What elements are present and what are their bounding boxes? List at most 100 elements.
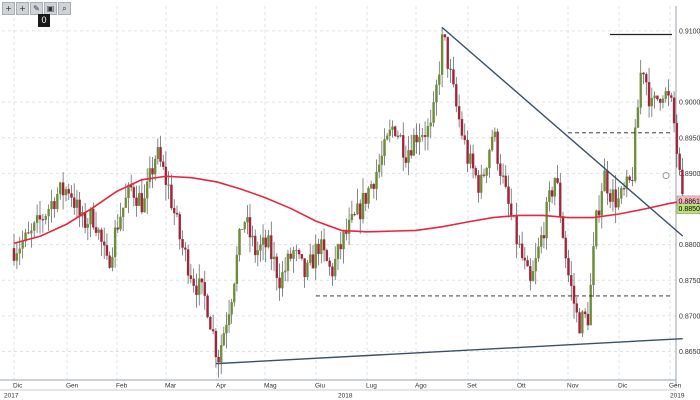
candle-body [217, 356, 220, 363]
candle [482, 168, 486, 178]
candle [667, 79, 670, 107]
candle [151, 156, 154, 189]
level-marker-icon [662, 172, 670, 179]
candle [435, 79, 438, 116]
candle-body [322, 239, 326, 251]
candle [404, 145, 408, 168]
candle [504, 165, 507, 189]
candle [421, 128, 424, 142]
candle [556, 165, 559, 185]
candle [100, 227, 103, 257]
candle [429, 109, 432, 139]
fit-icon[interactable]: ▣ [44, 2, 57, 15]
candle-body [225, 324, 228, 334]
candle-body [636, 107, 640, 128]
candle-body [12, 248, 16, 261]
candle [41, 214, 45, 233]
candle [256, 241, 260, 267]
candle-body [334, 258, 337, 277]
candle [493, 127, 497, 142]
candle [645, 72, 648, 96]
candle [322, 228, 326, 262]
crosshair-icon[interactable]: + [16, 2, 29, 15]
candle [564, 231, 567, 269]
candle-body [633, 127, 637, 181]
candle-body [246, 217, 249, 223]
candle-body [496, 131, 499, 164]
candle [225, 312, 228, 349]
candle-body [653, 95, 656, 99]
candle-body [272, 256, 276, 260]
candle-body [561, 216, 565, 238]
candle-body [359, 203, 362, 220]
candle [639, 60, 642, 115]
candle [603, 158, 606, 192]
candle-body [675, 122, 679, 154]
candle-body [206, 295, 209, 318]
candle-body [531, 270, 535, 281]
candle [175, 205, 179, 218]
candle [283, 257, 287, 282]
candle [542, 221, 546, 249]
candle [27, 221, 30, 235]
moving-average-line [13, 175, 683, 244]
candle-body [111, 256, 114, 268]
candle [186, 244, 190, 284]
candle-body [159, 147, 162, 162]
candle [452, 56, 455, 88]
candle-body [534, 258, 537, 272]
candle [67, 183, 70, 201]
candle-body [526, 260, 529, 267]
candle [592, 232, 595, 298]
candle [295, 244, 298, 262]
candle [359, 199, 362, 234]
candle [466, 130, 469, 173]
x-tick-label: Apr [216, 383, 227, 390]
candle-body [542, 235, 546, 239]
candle [121, 207, 125, 232]
candle [47, 204, 50, 231]
candle-body [480, 174, 483, 193]
candle-body [27, 232, 30, 234]
candle-body [50, 201, 53, 210]
candle-body [38, 215, 42, 220]
candle-body [380, 155, 384, 165]
candle-body [189, 275, 193, 279]
candle-body [47, 208, 50, 217]
candle [457, 94, 461, 128]
candle-body [620, 188, 623, 199]
candle [597, 195, 601, 223]
candle-body [559, 182, 562, 217]
candle [339, 231, 342, 260]
candle [595, 209, 598, 250]
candle-body [647, 82, 651, 107]
candle-body [518, 243, 521, 245]
x-tick-label: Gen [669, 383, 682, 390]
candle [50, 189, 53, 223]
candle-body [493, 131, 497, 138]
candle-body [56, 193, 59, 210]
candle-body [119, 216, 122, 230]
candle-body [178, 214, 181, 240]
candle-body [452, 69, 455, 85]
plus-icon[interactable]: + [2, 2, 15, 15]
candle-body [388, 129, 392, 136]
candle [561, 211, 565, 239]
candle-body [617, 198, 620, 208]
candle-body [440, 34, 444, 75]
candle [477, 169, 480, 203]
candle [393, 125, 397, 138]
zoom-icon[interactable]: ⌕ [58, 2, 71, 15]
candle-body [578, 312, 581, 334]
pencil-icon[interactable]: ✎ [30, 2, 43, 15]
candle [471, 144, 475, 179]
candle-body [656, 95, 659, 100]
candle [361, 178, 365, 224]
candle [377, 153, 381, 179]
candle-body [186, 249, 190, 276]
candle [278, 263, 281, 301]
candle [526, 255, 529, 267]
